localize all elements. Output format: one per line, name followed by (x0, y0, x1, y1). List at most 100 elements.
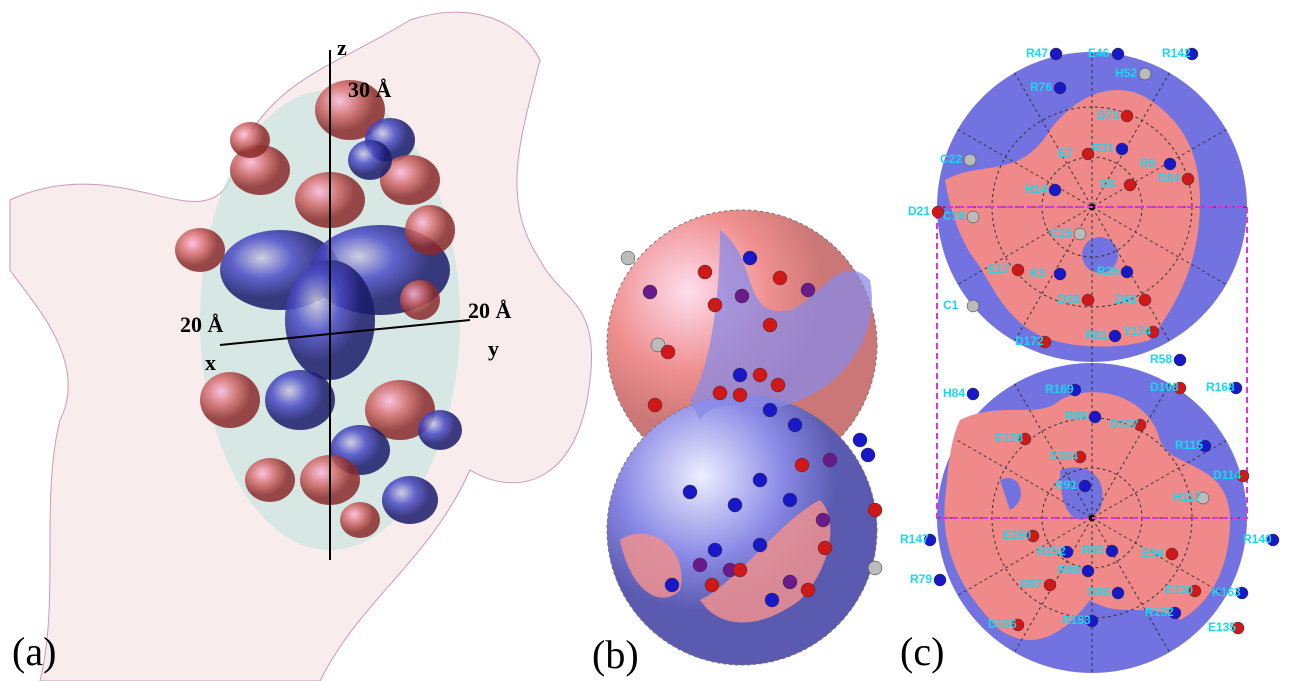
residue-label: D61 (1115, 292, 1137, 306)
residue-dot (1111, 47, 1125, 61)
residue-dot (1048, 183, 1062, 197)
residue-label: D172 (1015, 334, 1044, 348)
residue-label: H14 (1025, 182, 1047, 196)
residue-dot (794, 457, 810, 473)
residue-dot (1235, 586, 1249, 600)
residue-dot (647, 397, 663, 413)
residue-label: R89 (1065, 409, 1087, 423)
residue-dot (1120, 109, 1134, 123)
residue-label: R115 (1175, 438, 1203, 452)
blob (340, 502, 380, 538)
residue-label: Y174 (1123, 324, 1151, 338)
residue-dot (707, 297, 723, 313)
residue-label: E17 (988, 262, 1010, 276)
residue-label: E46 (1088, 46, 1110, 60)
residue-dot (1196, 491, 1210, 505)
residue-dot (867, 502, 883, 518)
grid-spoke (1014, 72, 1170, 342)
residue-dot (815, 512, 831, 528)
residue-dot (817, 540, 833, 556)
residue-dot (800, 582, 816, 598)
residue-label: E130 (1165, 583, 1193, 597)
residue-dot (1138, 67, 1152, 81)
residue-label: K163 (1212, 585, 1241, 599)
grid-spoke (957, 440, 1227, 596)
residue-dot (692, 557, 708, 573)
residue-dot (1049, 47, 1063, 61)
residue-dot (1038, 335, 1052, 349)
grid-spoke (957, 129, 1227, 285)
residue-dot (1060, 545, 1074, 559)
residue-label: R95 (1082, 543, 1104, 557)
residue-dot (933, 573, 947, 587)
residue-label: D108 (1150, 380, 1179, 394)
residue-dot (1146, 325, 1160, 339)
residue-dot (772, 270, 788, 286)
residue-label: K3 (1030, 266, 1046, 280)
residue-label: R76 (1030, 80, 1052, 94)
residue-dot (1108, 329, 1122, 343)
residue-dot (1229, 381, 1243, 395)
panel-b: (b) (592, 209, 883, 677)
scale-label: 20 Å (180, 312, 224, 337)
residue-dot (732, 367, 748, 383)
residue-dot (1198, 439, 1212, 453)
residue-dot (1011, 263, 1025, 277)
residue-dot (1123, 178, 1137, 192)
residue-label: H52 (1115, 66, 1137, 80)
axis-label: y (488, 336, 499, 361)
residue-dot (697, 264, 713, 280)
residue-dot (762, 317, 778, 333)
residue-dot (822, 452, 838, 468)
blob (400, 280, 440, 320)
residue-label: D114 (1213, 468, 1241, 482)
residue-dot (1163, 157, 1177, 171)
residue-dot (1236, 469, 1250, 483)
residue-label: R152 (1037, 544, 1066, 558)
residue-dot (1088, 410, 1102, 424)
residue-label: R147 (900, 532, 929, 546)
residue-dot (800, 282, 816, 298)
residue-label: R140 (1243, 532, 1272, 546)
residue-dot (1138, 293, 1152, 307)
panel-label: (b) (592, 632, 639, 677)
grid-spoke (1014, 383, 1170, 653)
sphere (606, 394, 878, 666)
residue-label: R153 (1062, 613, 1091, 627)
residue-dot (1078, 479, 1092, 493)
grid-spoke (1014, 383, 1170, 653)
residue-label: R26 (1097, 264, 1119, 278)
residue-dot (1053, 81, 1067, 95)
residue-dot (682, 484, 698, 500)
blob (230, 122, 270, 158)
blob (315, 80, 385, 140)
residue-label: E128 (995, 431, 1023, 445)
residue-dot (1120, 265, 1134, 279)
residue-dot (770, 377, 786, 393)
blob (382, 476, 438, 524)
residue-dot (867, 560, 883, 576)
residue-dot (1165, 547, 1179, 561)
residue-dot (727, 497, 743, 513)
residue-dot (931, 205, 945, 219)
residue-dot (664, 577, 680, 593)
residue-dot (1085, 614, 1099, 628)
residue-dot (966, 387, 980, 401)
panel-label: (a) (12, 629, 56, 674)
residue-dot (1181, 172, 1195, 186)
residue-dot (1073, 227, 1087, 241)
residue-label: D6 (1100, 177, 1116, 191)
residue-dot (860, 447, 876, 463)
residue-dot (732, 387, 748, 403)
residue-dot (1185, 47, 1199, 61)
blob (245, 458, 295, 502)
residue-dot (1115, 142, 1129, 156)
residue-dot (1011, 618, 1025, 632)
residue-dot (732, 562, 748, 578)
residue-dot (1168, 606, 1182, 620)
residue-dot (1073, 450, 1087, 464)
residue-dot (1068, 383, 1082, 397)
residue-dot (782, 574, 798, 590)
blob (380, 155, 440, 205)
